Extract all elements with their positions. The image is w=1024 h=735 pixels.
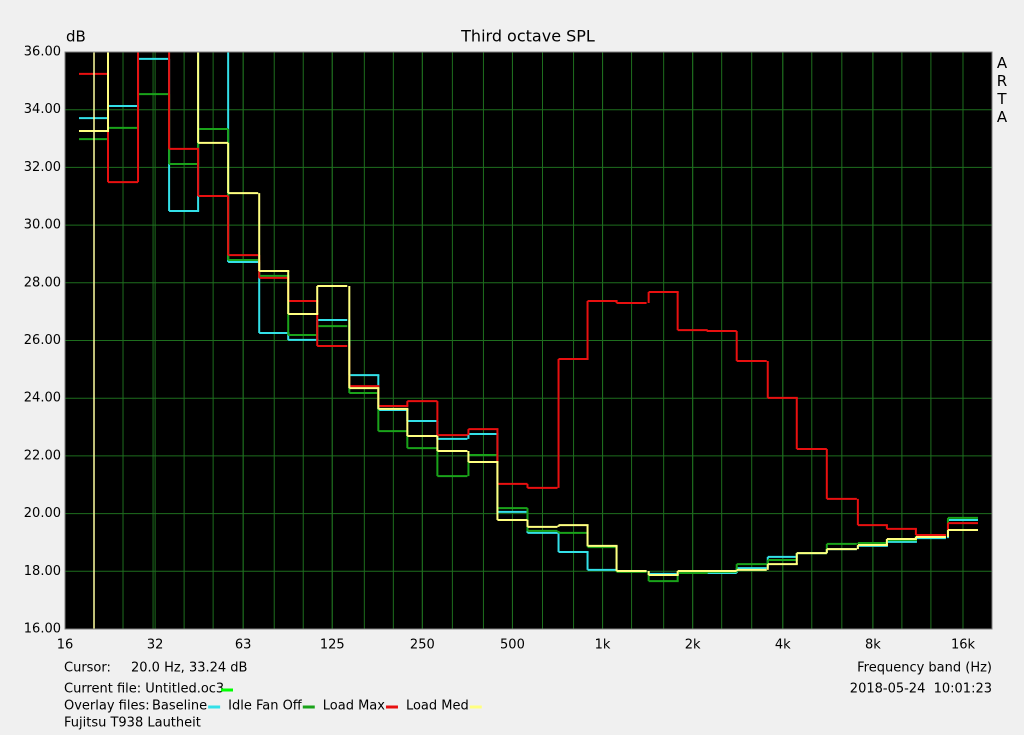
x-tick-label: 4k — [775, 638, 791, 653]
y-tick-label: 36.00 — [24, 45, 61, 60]
x-tick-label: 500 — [500, 638, 525, 653]
legend-label: Load Max — [323, 699, 386, 714]
y-tick-label: 18.00 — [24, 564, 61, 579]
legend-label: Baseline — [152, 699, 207, 714]
cursor-text: 20.0 Hz, 33.24 dB — [131, 661, 247, 676]
timestamp: 2018-05-24 10:01:23 — [850, 682, 992, 697]
chart-title: Third octave SPL — [460, 27, 595, 46]
note: Fujitsu T938 Lautheit — [64, 716, 201, 731]
y-tick-label: 24.00 — [24, 391, 61, 406]
y-axis-label: dB — [66, 28, 86, 46]
x-tick-label: 8k — [865, 638, 881, 653]
x-axis-label: Frequency band (Hz) — [857, 661, 992, 676]
plot-frame — [64, 51, 993, 630]
x-tick-label: 32 — [147, 638, 164, 653]
x-tick-label: 125 — [320, 638, 345, 653]
y-tick-label: 32.00 — [24, 160, 61, 175]
x-tick-label: 63 — [235, 638, 252, 653]
current-file: Current file: Untitled.oc3 — [64, 682, 224, 697]
cursor-label: Cursor: — [64, 661, 111, 676]
y-tick-label: 30.00 — [24, 218, 61, 233]
watermark: ARTA — [993, 54, 1011, 126]
overlay-label: Overlay files: — [64, 699, 150, 714]
y-tick-label: 34.00 — [24, 102, 61, 117]
x-tick-label: 16k — [951, 638, 976, 653]
x-tick-label: 2k — [685, 638, 701, 653]
y-tick-label: 20.00 — [24, 506, 61, 521]
x-tick-label: 250 — [410, 638, 435, 653]
legend-label: Idle Fan Off — [228, 699, 303, 714]
x-tick-label: 16 — [57, 638, 74, 653]
x-tick-label: 1k — [595, 638, 611, 653]
legend-label: Load Med — [406, 699, 469, 714]
y-tick-label: 16.00 — [24, 622, 61, 637]
y-tick-label: 22.00 — [24, 448, 61, 463]
y-tick-label: 28.00 — [24, 275, 61, 290]
y-tick-label: 26.00 — [24, 333, 61, 348]
